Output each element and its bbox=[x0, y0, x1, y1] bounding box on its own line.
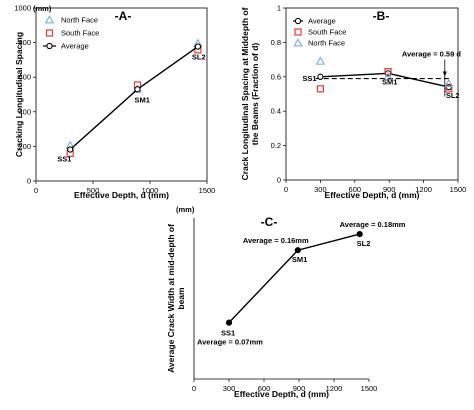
panel-a-y-tick-label: 600 bbox=[18, 73, 31, 82]
panel-b-x-tick-label: 0 bbox=[284, 185, 288, 194]
panel-a-point bbox=[194, 43, 202, 50]
panel-b-legend-label: Average bbox=[308, 17, 336, 26]
panel-a-legend-label: South Face bbox=[61, 29, 99, 38]
panel-c-point bbox=[356, 231, 363, 238]
panel-a-x-tick-label: 0 bbox=[34, 186, 38, 195]
panel-c-point bbox=[294, 247, 301, 254]
panel-b-legend-marker bbox=[294, 28, 302, 36]
panel-a-point bbox=[67, 146, 74, 153]
panel-b-title: -B- bbox=[373, 9, 390, 23]
panel-c-x-tick-label: 0 bbox=[192, 384, 196, 393]
panel-a-y-tick-label: 200 bbox=[18, 142, 31, 151]
panel-b-reference-label: Average = 0.59 d bbox=[402, 50, 462, 59]
panel-a-y-tick-label: 400 bbox=[18, 107, 31, 116]
panel-b-y-tick-label: 0.2 bbox=[271, 141, 281, 150]
panel-c-unit-label: (mm) bbox=[176, 205, 195, 214]
panel-b-point bbox=[317, 73, 324, 80]
panel-b-x-tick-label: 900 bbox=[383, 185, 396, 194]
panel-c-point-label: SS1 bbox=[221, 329, 235, 338]
panel-c-point bbox=[225, 319, 233, 326]
panel-a-legend-marker bbox=[46, 42, 53, 50]
panel-b-x-tick-label: 1200 bbox=[415, 185, 432, 194]
panel-a-plot-frame bbox=[35, 7, 208, 182]
panel-c-x-tick-label: 1500 bbox=[361, 384, 378, 393]
panel-b-point bbox=[316, 85, 324, 93]
panel-a-point-label: SM1 bbox=[134, 95, 149, 104]
panel-c-x-tick-label: 1200 bbox=[326, 384, 343, 393]
panel-b-point bbox=[383, 71, 393, 81]
panel-a-point-label: SL2 bbox=[192, 53, 206, 62]
panel-a-x-axis-label: Effective Depth, d (mm) bbox=[74, 190, 169, 200]
panel-b-point bbox=[445, 85, 453, 93]
panel-a-x-tick-label: 1000 bbox=[142, 186, 159, 195]
panel-b-legend-marker bbox=[293, 38, 303, 47]
panel-c-title: -C- bbox=[261, 215, 278, 229]
panel-c-annotation: Average = 0.07mm bbox=[197, 338, 263, 347]
panel-a-x-tick-label: 1500 bbox=[199, 186, 216, 195]
panel-b-point bbox=[384, 68, 392, 76]
panel-a-title: -A- bbox=[115, 9, 132, 23]
panel-a-point-label: SS1 bbox=[57, 155, 71, 164]
panel-b-point-label: SS1 bbox=[302, 74, 316, 83]
panel-c-point-label: SM1 bbox=[292, 255, 307, 264]
panel-a-x-tick-label: 500 bbox=[87, 186, 100, 195]
panel-a-legend-label: North Face bbox=[61, 16, 98, 25]
panel-a-y-tick-label: 800 bbox=[18, 38, 31, 47]
panel-b-x-tick-label: 1500 bbox=[450, 185, 467, 194]
panel-b-reference-arrow-head bbox=[442, 71, 447, 77]
panel-c-x-tick-label: 600 bbox=[258, 384, 271, 393]
panel-c-x-tick-label: 900 bbox=[293, 384, 306, 393]
panel-a-y-tick-label: 1000 bbox=[14, 4, 31, 13]
panel-b-point bbox=[315, 56, 326, 65]
panel-c-annotation: Average = 0.16mm bbox=[243, 236, 309, 245]
panel-c-series-line bbox=[228, 233, 360, 324]
panel-c-x-axis-label: Effective Depth, d (mm) bbox=[234, 389, 329, 399]
panel-c-x-tick-label: 300 bbox=[223, 384, 236, 393]
panel-b-x-tick-label: 300 bbox=[314, 185, 327, 194]
panel-b-point-label: SM1 bbox=[382, 77, 397, 86]
panel-c-annotation: Average = 0.18mm bbox=[340, 220, 406, 229]
panel-b-y-tick-label: 0.6 bbox=[271, 72, 281, 81]
panel-b-y-tick-label: 0.8 bbox=[271, 38, 281, 47]
panel-a-legend-marker bbox=[44, 15, 55, 24]
panel-b-point-label: SL2 bbox=[446, 91, 460, 100]
panel-b-plot-frame bbox=[285, 7, 459, 181]
panel-c-point-label: SL2 bbox=[357, 239, 371, 248]
panel-b-legend-label: North Face bbox=[308, 39, 345, 48]
panel-a-y-axis-label: Cracking Longitudinal Spacing bbox=[14, 32, 24, 157]
panel-b-x-axis-label: Effective Depth, d (mm) bbox=[325, 190, 420, 200]
panel-b-y-axis-label: Crack Longitudinal Spacing at Middepth o… bbox=[240, 7, 260, 180]
panel-a-point bbox=[134, 86, 141, 93]
panel-b-point bbox=[444, 78, 454, 88]
panel-a-legend-marker bbox=[45, 29, 54, 37]
panel-a-y-tick-label: 0 bbox=[27, 177, 31, 186]
panel-b-y-tick-label: 0.4 bbox=[271, 107, 281, 116]
panel-b-legend-marker bbox=[294, 17, 302, 25]
panel-b-x-tick-label: 600 bbox=[349, 185, 362, 194]
panel-b-legend-label: South Face bbox=[308, 28, 346, 37]
panel-b-y-tick-label: 1 bbox=[277, 4, 281, 13]
panel-c-y-axis-label: Average Crack Width at mid-depth ofbeam bbox=[166, 224, 186, 373]
panel-a-unit-label: (mm) bbox=[33, 4, 52, 13]
panel-a-legend-label: Average bbox=[61, 42, 89, 51]
panel-b-y-tick-label: 0 bbox=[277, 176, 281, 185]
